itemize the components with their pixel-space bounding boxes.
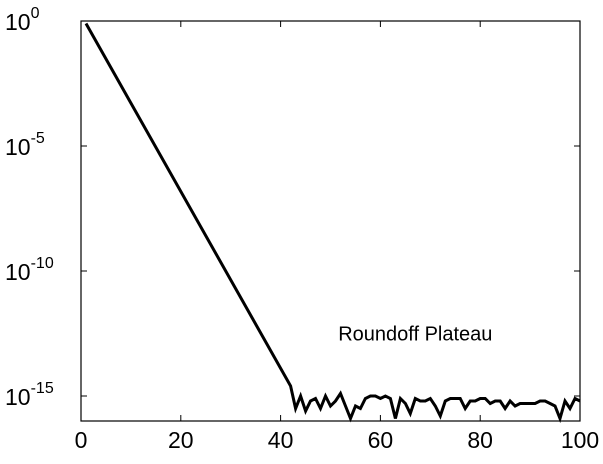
y-tick-base: 10 xyxy=(5,384,31,410)
x-tick-label: 80 xyxy=(467,427,493,453)
y-tick-label: 100 xyxy=(5,5,40,35)
x-tick-label: 20 xyxy=(168,427,194,453)
y-tick-base: 10 xyxy=(5,134,31,160)
axes-layer xyxy=(80,20,581,422)
y-tick-label: 10-10 xyxy=(5,255,54,285)
y-tick-label: 10-5 xyxy=(5,130,45,160)
y-tick-exponent: -5 xyxy=(31,130,45,147)
x-tick-label: 40 xyxy=(268,427,294,453)
annotation-roundoff-plateau: Roundoff Plateau xyxy=(338,324,492,346)
y-tick-base: 10 xyxy=(5,259,31,285)
x-tick-label: 60 xyxy=(368,427,394,453)
y-tick-exponent: -10 xyxy=(31,255,54,272)
y-tick-exponent: 0 xyxy=(31,5,40,22)
y-tick-label: 10-15 xyxy=(5,380,54,410)
plot-frame xyxy=(80,20,581,422)
series-layer xyxy=(84,22,581,424)
y-tick-exponent: -15 xyxy=(31,380,54,397)
y-tick-base: 10 xyxy=(5,9,31,35)
x-tick-label: 100 xyxy=(561,427,599,453)
series-line xyxy=(84,22,581,424)
x-tick-label: 0 xyxy=(75,427,88,453)
